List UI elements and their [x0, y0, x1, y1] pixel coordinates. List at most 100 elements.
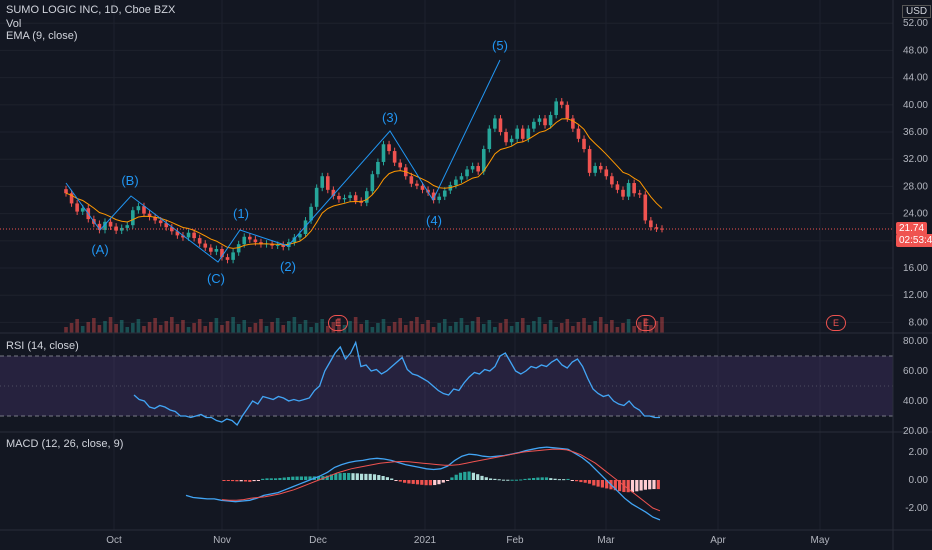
volume-bar [632, 326, 636, 333]
macd-hist-bar [493, 478, 497, 480]
candle-body [632, 183, 636, 194]
macd-hist-bar [433, 480, 437, 486]
macd-tick-label: 2.00 [909, 447, 929, 458]
candle-body [131, 210, 135, 226]
candle-body [565, 104, 570, 119]
macd-line [185, 446, 661, 521]
candle-body [637, 193, 642, 195]
volume-bar [69, 323, 74, 333]
volume-bar [303, 320, 308, 333]
wave-label: (B) [121, 173, 138, 188]
time-tick-label: Apr [710, 535, 726, 546]
volume-bar [470, 321, 475, 333]
macd-hist-bar [480, 475, 484, 480]
candle-body [626, 183, 631, 197]
vol-label: Vol [6, 18, 22, 30]
volume-bar [543, 324, 547, 333]
currency-label[interactable]: USD [902, 5, 932, 18]
volume-bar [392, 322, 397, 333]
candle-body [476, 166, 480, 172]
macd-hist-bar [286, 477, 291, 480]
macd-hist-bar [536, 477, 540, 480]
volume-bar [231, 317, 235, 333]
candle-body [498, 118, 503, 133]
volume-bar [353, 317, 358, 333]
macd-hist-bar [446, 480, 450, 481]
price-tick-label: 8.00 [909, 317, 929, 328]
macd-hist-bar [317, 476, 321, 480]
candle-body [554, 101, 558, 116]
earnings-event-3[interactable]: E [826, 315, 846, 331]
price-tick-label: 32.00 [903, 154, 928, 165]
volume-bar [158, 325, 163, 333]
candle-body [415, 183, 419, 186]
macd-hist-bar [261, 478, 265, 480]
macd-hist-bar [338, 473, 342, 480]
volume-bar [203, 326, 208, 333]
macd-hist-bar [630, 480, 635, 493]
macd-tick-label: -2.00 [905, 503, 928, 514]
volume-bar [476, 317, 480, 333]
macd-hist-bar [334, 473, 338, 480]
candle-body [571, 118, 575, 129]
macd-hist-bar [587, 480, 592, 484]
macd-hist-bar [231, 480, 235, 482]
elliott-wave-line [65, 59, 501, 263]
candle-body [537, 118, 542, 122]
macd-label: MACD (12, 26, close, 9) [6, 438, 124, 450]
candle-body [164, 223, 169, 228]
macd-hist-bar [523, 478, 527, 480]
volume-bar [409, 321, 414, 333]
candle-body [409, 176, 414, 184]
wave-label: (4) [426, 213, 442, 228]
candle-body [142, 206, 146, 214]
volume-bar [136, 319, 141, 333]
macd-hist-bar [368, 473, 372, 480]
price-badge: 21.74 [896, 222, 928, 235]
volume-bar [582, 318, 586, 333]
candle-body [119, 227, 124, 231]
candle-body [493, 118, 497, 129]
volume-bar [520, 318, 525, 333]
price-tick-label: 52.00 [903, 18, 928, 29]
macd-hist-bar [618, 480, 622, 492]
volume-bar [348, 321, 352, 333]
earnings-event-1[interactable]: E [328, 315, 348, 331]
candle-body [487, 128, 492, 150]
volume-bar [420, 324, 425, 333]
macd-hist-bar [656, 480, 660, 490]
time-tick-label: Oct [106, 535, 122, 546]
earnings-event-2[interactable]: E [636, 315, 656, 331]
macd-hist-bar [437, 480, 441, 485]
candle-body [548, 115, 553, 126]
volume-bar [236, 324, 241, 333]
volume-bar [142, 326, 146, 333]
volume-bar [587, 325, 592, 333]
rsi-line [133, 340, 660, 427]
volume-bar [565, 319, 570, 333]
time-tick-label: Mar [597, 535, 615, 546]
volume-bar [643, 318, 648, 333]
macd-hist-bar [269, 478, 273, 480]
candle-body [610, 176, 614, 185]
price-tick-label: 24.00 [903, 209, 928, 220]
volume-bar [175, 324, 180, 333]
candle-body [136, 206, 141, 211]
candle-body [437, 196, 441, 201]
volume-bar [660, 317, 664, 333]
candle-body [153, 217, 157, 221]
volume-bar [209, 322, 213, 333]
time-tick-label: Nov [213, 535, 231, 546]
volume-bar [610, 320, 614, 333]
macd-hist-bar [600, 480, 604, 488]
volume-bar [398, 318, 403, 333]
volume-bar [442, 319, 447, 333]
candle-body [654, 227, 659, 229]
candle-body [504, 132, 508, 143]
time-tick-label: 2021 [414, 535, 437, 546]
volume-bar [426, 320, 430, 333]
macd-hist-bar [532, 477, 536, 480]
candle-body [192, 232, 196, 239]
macd-hist-bar [355, 473, 359, 480]
